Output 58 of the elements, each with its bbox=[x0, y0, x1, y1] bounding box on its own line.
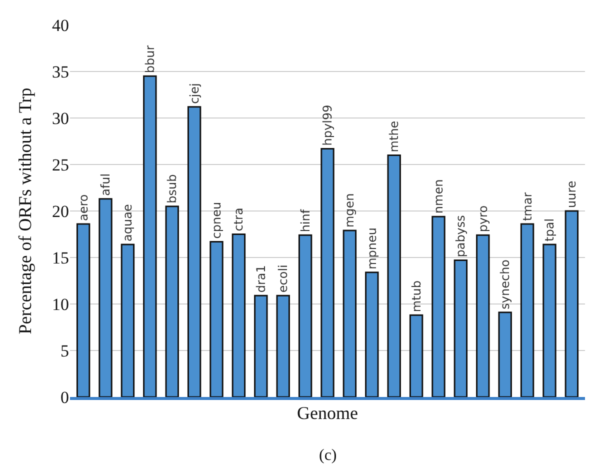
bar bbox=[387, 154, 401, 397]
bar bbox=[542, 244, 556, 397]
y-axis-title: Percentage of ORFs without a Trp bbox=[15, 88, 36, 334]
y-tick-label: 40 bbox=[52, 16, 69, 35]
x-axis-title: Genome bbox=[297, 403, 358, 424]
x-tick-label: aful bbox=[98, 173, 113, 196]
bar bbox=[454, 260, 468, 397]
y-tick-label: 30 bbox=[52, 108, 69, 128]
text: (c) bbox=[319, 447, 337, 464]
bar bbox=[276, 294, 290, 397]
y-tick-label: 20 bbox=[52, 202, 69, 221]
bar bbox=[165, 206, 179, 397]
bar bbox=[564, 210, 579, 397]
x-tick-label: ecoli bbox=[276, 264, 290, 293]
x-tick-label: pabyss bbox=[454, 215, 468, 258]
bar bbox=[342, 230, 357, 397]
y-tick-label: 15 bbox=[52, 248, 69, 268]
bar bbox=[476, 234, 490, 397]
bar bbox=[120, 244, 135, 397]
bar bbox=[254, 294, 268, 397]
bar bbox=[432, 216, 446, 397]
y-tick-label: 35 bbox=[52, 62, 69, 82]
x-tick-label: cpneu bbox=[210, 202, 224, 239]
x-tick-label: hpyl99 bbox=[320, 104, 334, 146]
x-tick-label: hinf bbox=[298, 208, 312, 232]
bar bbox=[320, 148, 334, 397]
x-tick-label: tmar bbox=[520, 192, 534, 222]
x-tick-label: tpal bbox=[542, 218, 556, 242]
x-tick-label: aquae bbox=[120, 204, 135, 242]
x-tick-label: mtub bbox=[409, 280, 424, 312]
bar bbox=[76, 223, 90, 397]
bar bbox=[232, 234, 246, 397]
x-tick-label: synecho bbox=[498, 259, 512, 310]
x-tick-label: cjej bbox=[187, 83, 202, 104]
x-tick-label: nmen bbox=[431, 179, 446, 214]
y-tick-label: 5 bbox=[60, 341, 69, 360]
bar bbox=[520, 223, 534, 397]
x-tick-label: mpneu bbox=[364, 227, 379, 270]
x-tick-label: pyro bbox=[476, 205, 490, 232]
x-tick-label: aero bbox=[76, 194, 90, 222]
x-tick-label: dra1 bbox=[254, 265, 268, 293]
x-tick-label: mgen bbox=[342, 193, 357, 228]
x-tick-label: ctra bbox=[232, 208, 246, 232]
bar bbox=[187, 106, 202, 397]
bar bbox=[298, 234, 312, 397]
x-tick-label: bsub bbox=[165, 174, 180, 204]
x-tick-label: bbur bbox=[142, 45, 157, 74]
bar bbox=[409, 314, 424, 397]
bar bbox=[365, 272, 379, 397]
bar bbox=[143, 75, 157, 397]
bar bbox=[98, 198, 112, 397]
bar bbox=[498, 312, 512, 397]
x-tick-label: mthe bbox=[387, 120, 402, 152]
y-tick-label: 0 bbox=[60, 388, 69, 407]
x-tick-label: uure bbox=[564, 180, 579, 208]
y-tick-label: 25 bbox=[52, 155, 69, 174]
bar bbox=[210, 240, 224, 397]
y-tick-label: 10 bbox=[52, 294, 69, 314]
